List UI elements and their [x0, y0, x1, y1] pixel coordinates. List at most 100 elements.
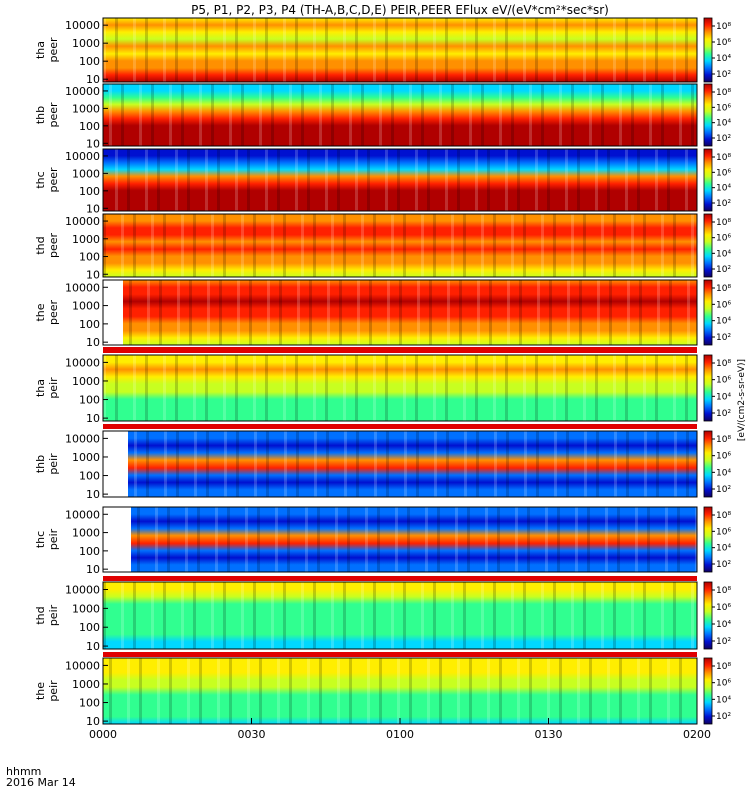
colorbar: 10² 10⁴ 10⁶ 10⁸ [703, 148, 731, 212]
colorbar-tick-label: 10² [716, 333, 731, 343]
y-tick-label: 100 [79, 545, 100, 558]
colorbar: 10² 10⁴ 10⁶ 10⁸ [703, 354, 731, 422]
separator-bar [103, 576, 697, 581]
panel-the-peer: 10 100 1000 10000 the peer 10² 10⁴ 10⁶ 10⁸ [34, 279, 731, 349]
y-tick-label: 1000 [72, 300, 100, 313]
panel-thd-peir: 10 100 1000 10000 thd peir 10² 10⁴ 10⁶ 10⁸ [34, 581, 731, 653]
colorbar: 10² 10⁴ 10⁶ 10⁸ [703, 17, 731, 83]
panel-the-peir: 10 100 1000 10000 the peir 10² 10⁴ 10⁶ 10⁸ [34, 657, 731, 728]
spectrogram-texture [103, 355, 688, 421]
colorbar: 10² 10⁴ 10⁶ 10⁸ [703, 83, 731, 147]
separator-bar [103, 347, 697, 353]
y-tick-label: 1000 [72, 602, 100, 615]
colorbar-scale [703, 213, 713, 278]
chart-title: P5, P1, P2, P3, P4 (TH-A,B,C,D,E) PEIR,P… [191, 3, 609, 17]
y-tick-label: 10000 [65, 508, 100, 521]
colorbar-tick-label: 10⁴ [716, 392, 731, 402]
colorbar-tick-label: 10⁶ [716, 38, 731, 48]
colorbar-tick-label: 10² [716, 199, 731, 209]
panel-product-label: peer [47, 167, 60, 193]
y-tick-label: 100 [79, 318, 100, 331]
colorbar: 10² 10⁴ 10⁶ 10⁸ [703, 213, 731, 278]
panel-frame [102, 506, 698, 573]
panel-thc-peir: 10 100 1000 10000 thc peir 10² 10⁴ 10⁶ 10⁸ [34, 506, 731, 576]
spectrogram-image [131, 507, 697, 572]
panel-product-label: peer [47, 102, 60, 128]
spectrogram-image [123, 280, 697, 345]
x-tick-label: 0030 [238, 728, 266, 741]
y-tick-label: 10 [86, 563, 100, 576]
panel-probe-label: thb [34, 106, 47, 124]
colorbar-tick-label: 10² [716, 409, 731, 419]
panel-tha-peer: 10 100 1000 10000 tha peer 10² 10⁴ 10⁶ 10⁸ [34, 17, 731, 86]
panel-thb-peir: 10 100 1000 10000 thb peir 10² 10⁴ 10⁶ 10⁸ [34, 430, 731, 501]
colorbar-unit-label: [eV/(cm2-s-sr-eV)] [737, 359, 747, 441]
colorbar-scale [703, 506, 713, 573]
y-tick-label: 10 [86, 715, 100, 728]
panel-tha-peir: 10 100 1000 10000 tha peir 10² 10⁴ 10⁶ 10⁸ [34, 354, 731, 425]
colorbar-scale [703, 148, 713, 212]
colorbar-scale [703, 657, 713, 725]
x-tick-label: 0200 [683, 728, 711, 741]
colorbar: 10² 10⁴ 10⁶ 10⁸ [703, 657, 731, 725]
spectrogram-texture [103, 582, 694, 649]
colorbar-tick-label: 10⁶ [716, 679, 731, 689]
colorbar-tick-label: 10² [716, 265, 731, 275]
colorbar-tick-label: 10⁸ [716, 284, 731, 294]
y-tick-label: 10 [86, 268, 100, 281]
y-tick-label: 1000 [72, 375, 100, 388]
y-tick-label: 10 [86, 488, 100, 501]
colorbar-tick-label: 10² [716, 485, 731, 495]
separator-bar [103, 652, 697, 657]
colorbar-tick-label: 10⁴ [716, 54, 731, 64]
panel-frame [102, 148, 698, 212]
spectrogram-image [103, 658, 697, 724]
spectrogram-image [103, 84, 697, 146]
colorbar-tick-label: 10⁶ [716, 300, 731, 310]
spectrogram-texture [103, 214, 694, 277]
panel-product-label: peir [47, 377, 60, 399]
colorbar-tick-label: 10⁶ [716, 103, 731, 113]
colorbar-tick-label: 10⁸ [716, 153, 731, 163]
colorbar-scale [703, 354, 713, 422]
panel-frame [102, 354, 698, 422]
y-tick-label: 10000 [65, 584, 100, 597]
y-tick-label: 10000 [65, 659, 100, 672]
panel-probe-label: tha [34, 379, 47, 397]
panel-frame [102, 213, 698, 278]
colorbar-scale [703, 17, 713, 83]
colorbar-tick-label: 10⁸ [716, 88, 731, 98]
colorbar-tick-label: 10² [716, 712, 731, 722]
panel-product-label: peir [47, 680, 60, 702]
spectrogram-image [103, 149, 697, 211]
colorbar-tick-label: 10⁸ [716, 511, 731, 521]
colorbar: 10² 10⁴ 10⁶ 10⁸ [703, 581, 731, 650]
colorbar-tick-label: 10⁴ [716, 468, 731, 478]
y-tick-label: 100 [79, 251, 100, 264]
spectrogram-texture [109, 84, 694, 146]
x-tick-label: 0000 [89, 728, 117, 741]
colorbar-tick-label: 10⁴ [716, 317, 731, 327]
colorbar-scale [703, 279, 713, 346]
y-tick-label: 10 [86, 336, 100, 349]
separator-bar [103, 424, 697, 429]
colorbar-tick-label: 10⁶ [716, 376, 731, 386]
panel-probe-label: thc [34, 531, 47, 548]
panel-product-label: peir [47, 528, 60, 550]
y-tick-label: 1000 [72, 451, 100, 464]
y-tick-label: 10 [86, 202, 100, 215]
y-tick-label: 100 [79, 621, 100, 634]
colorbar-scale [703, 581, 713, 650]
y-tick-label: 10 [86, 412, 100, 425]
y-tick-label: 100 [79, 470, 100, 483]
panel-probe-label: the [34, 682, 47, 700]
colorbar-tick-label: 10² [716, 637, 731, 647]
colorbar-tick-label: 10⁴ [716, 249, 731, 259]
y-tick-label: 1000 [72, 37, 100, 50]
colorbar-tick-label: 10⁶ [716, 168, 731, 178]
colorbar-tick-label: 10⁸ [716, 662, 731, 672]
colorbar-tick-label: 10⁶ [716, 527, 731, 537]
y-tick-label: 100 [79, 394, 100, 407]
